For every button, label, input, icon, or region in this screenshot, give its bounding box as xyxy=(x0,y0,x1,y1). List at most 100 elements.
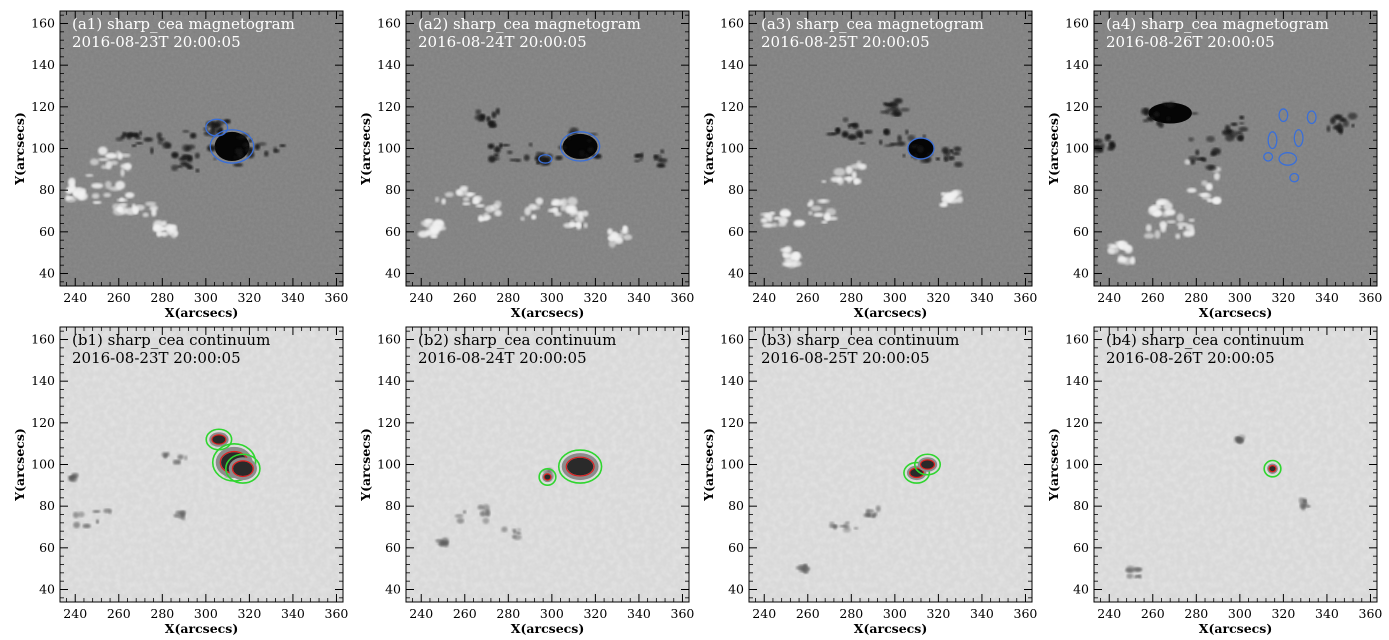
x-tick-label: 320 xyxy=(237,290,261,305)
x-tick-label: 340 xyxy=(1315,606,1339,621)
y-tick-label: 60 xyxy=(728,224,744,239)
y-tick-label: 160 xyxy=(720,332,744,347)
y-tick-label: 140 xyxy=(31,373,55,388)
x-tick-label: 240 xyxy=(63,606,87,621)
x-tick-label: 260 xyxy=(796,290,820,305)
panel-magnetogram-2: 240 260 280 300 320 340 360 40 60 80 100 120 140 160 X… xyxy=(358,10,695,320)
y-axis-title: Y(arcsecs) xyxy=(1046,112,1061,186)
x-tick-label: 360 xyxy=(671,290,695,305)
y-tick-label: 100 xyxy=(377,141,401,156)
x-tick-label: 240 xyxy=(409,606,433,621)
y-tick-label: 140 xyxy=(377,57,401,72)
panel-continuum-1: 240 260 280 300 320 340 360 40 60 80 100 120 140 160 X… xyxy=(12,326,348,636)
y-tick-label: 40 xyxy=(39,582,55,597)
y-tick-label: 40 xyxy=(39,266,55,281)
x-tick-label: 300 xyxy=(194,606,218,621)
y-tick-label: 100 xyxy=(1065,141,1089,156)
panel-continuum-4: 240 260 280 300 320 340 360 40 60 80 100 120 140 160 X… xyxy=(1046,326,1383,636)
x-tick-label: 280 xyxy=(496,606,520,621)
x-tick-label: 360 xyxy=(671,606,695,621)
y-tick-label: 160 xyxy=(720,16,744,31)
panel-title: (b3) sharp_cea continuum xyxy=(761,331,959,349)
x-tick-label: 320 xyxy=(1271,606,1295,621)
y-tick-label: 100 xyxy=(720,141,744,156)
y-axis-title: Y(arcsecs) xyxy=(12,428,27,502)
y-axis-title: Y(arcsecs) xyxy=(12,112,27,186)
y-tick-label: 100 xyxy=(31,141,55,156)
x-tick-label: 280 xyxy=(1184,290,1208,305)
y-tick-label: 40 xyxy=(728,582,744,597)
panel-date: 2016-08-23T 20:00:05 xyxy=(72,33,241,51)
y-tick-label: 140 xyxy=(377,373,401,388)
y-axis-title: Y(arcsecs) xyxy=(1046,428,1061,502)
y-tick-label: 140 xyxy=(720,57,744,72)
magnetogram-image xyxy=(406,11,689,286)
x-tick-label: 260 xyxy=(1141,606,1165,621)
x-tick-label: 320 xyxy=(583,606,607,621)
continuum-image xyxy=(1094,327,1377,602)
y-tick-label: 100 xyxy=(377,457,401,472)
y-tick-label: 160 xyxy=(31,16,55,31)
panel-title: (b1) sharp_cea continuum xyxy=(72,331,270,349)
x-tick-label: 260 xyxy=(107,606,131,621)
y-tick-label: 140 xyxy=(1065,373,1089,388)
x-tick-label: 320 xyxy=(926,606,950,621)
x-tick-label: 240 xyxy=(1097,290,1121,305)
y-tick-label: 100 xyxy=(1065,457,1089,472)
panel-title: (a3) sharp_cea magnetogram xyxy=(761,15,984,33)
y-tick-label: 40 xyxy=(385,582,401,597)
x-axis-title: X(arcsecs) xyxy=(854,305,927,320)
x-axis-title: X(arcsecs) xyxy=(1199,621,1272,636)
panel-date: 2016-08-26T 20:00:05 xyxy=(1106,349,1275,367)
x-tick-label: 360 xyxy=(1359,606,1383,621)
x-tick-label: 340 xyxy=(970,290,994,305)
y-tick-label: 160 xyxy=(1065,16,1089,31)
x-tick-label: 340 xyxy=(627,606,651,621)
panel-title: (b2) sharp_cea continuum xyxy=(418,331,616,349)
x-tick-label: 320 xyxy=(583,290,607,305)
y-tick-label: 120 xyxy=(1065,99,1089,114)
panel-date: 2016-08-25T 20:00:05 xyxy=(761,33,930,51)
x-axis-title: X(arcsecs) xyxy=(165,621,238,636)
y-tick-label: 160 xyxy=(31,332,55,347)
y-tick-label: 60 xyxy=(1073,540,1089,555)
y-tick-label: 60 xyxy=(728,540,744,555)
y-tick-label: 80 xyxy=(39,182,55,197)
panel-date: 2016-08-26T 20:00:05 xyxy=(1106,33,1275,51)
y-axis-title: Y(arcsecs) xyxy=(701,428,716,502)
y-tick-label: 120 xyxy=(31,99,55,114)
y-tick-label: 120 xyxy=(377,415,401,430)
y-tick-label: 140 xyxy=(720,373,744,388)
y-tick-label: 60 xyxy=(385,224,401,239)
x-tick-label: 280 xyxy=(150,290,174,305)
y-tick-label: 160 xyxy=(377,16,401,31)
y-tick-label: 120 xyxy=(1065,415,1089,430)
x-axis-title: X(arcsecs) xyxy=(1199,305,1272,320)
x-tick-label: 240 xyxy=(752,290,776,305)
y-axis-title: Y(arcsecs) xyxy=(701,112,716,186)
panel-magnetogram-1: 240 260 280 300 320 340 360 40 60 80 100 120 140 160 X… xyxy=(12,10,348,320)
x-tick-label: 300 xyxy=(883,606,907,621)
panel-magnetogram-4: 240 260 280 300 320 340 360 40 60 80 100 120 140 160 X… xyxy=(1046,10,1382,320)
panel-continuum-2: 240 260 280 300 320 340 360 40 60 80 100 120 140 160 X… xyxy=(358,326,695,636)
x-tick-label: 340 xyxy=(281,606,305,621)
x-tick-label: 260 xyxy=(796,606,820,621)
panel-title: (a2) sharp_cea magnetogram xyxy=(418,15,641,33)
continuum-image xyxy=(406,327,689,602)
x-tick-label: 300 xyxy=(1228,606,1252,621)
y-tick-label: 40 xyxy=(1073,582,1089,597)
x-axis-title: X(arcsecs) xyxy=(854,621,927,636)
y-tick-label: 60 xyxy=(39,224,55,239)
x-tick-label: 280 xyxy=(839,606,863,621)
x-tick-label: 340 xyxy=(970,606,994,621)
x-axis-title: X(arcsecs) xyxy=(511,305,584,320)
continuum-image xyxy=(749,327,1032,602)
x-tick-label: 260 xyxy=(107,290,131,305)
x-tick-label: 300 xyxy=(540,290,564,305)
y-tick-label: 40 xyxy=(385,266,401,281)
y-tick-label: 40 xyxy=(1073,266,1089,281)
panel-date: 2016-08-23T 20:00:05 xyxy=(72,349,241,367)
y-axis-title: Y(arcsecs) xyxy=(358,428,373,502)
y-tick-label: 80 xyxy=(1073,498,1089,513)
